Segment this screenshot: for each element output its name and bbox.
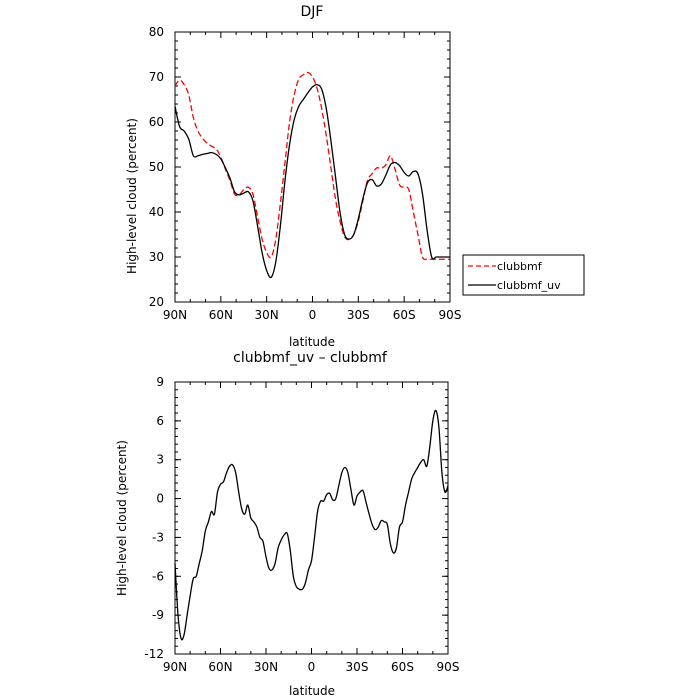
top-x-tick-label: 0 [309, 308, 317, 322]
top-y-tick-label: 30 [149, 250, 164, 264]
top-y-tick-label: 40 [149, 205, 164, 219]
top-x-ticks: 90N 60N 30N 0 30S 60S 90S [163, 32, 462, 322]
bottom-panel: clubbmf_uv – clubbmf 90N 60N 30N 0 30S 60S 90S… [115, 350, 459, 698]
legend: clubbmf clubbmf_uv [462, 254, 585, 296]
bottom-series-lines [174, 409, 449, 641]
top-series-line-clubbmf [174, 71, 450, 261]
bottom-x-tick-label: 0 [308, 660, 316, 674]
legend-label-clubbmf: clubbmf [497, 260, 543, 273]
top-plot-frame [174, 31, 451, 303]
top-y-tick-label: 20 [149, 295, 164, 309]
bottom-y-tick-label: 9 [156, 375, 164, 389]
top-y-tick-label: 50 [149, 160, 164, 174]
bottom-y-tick-label: 3 [156, 453, 164, 467]
bottom-y-tick-label: -6 [152, 569, 164, 583]
top-panel: DJF 90N 60N 30N 0 30S 60S 90S 20 30 40 50 60 70 80 l… [125, 4, 585, 349]
bottom-x-tick-label: 60N [208, 660, 232, 674]
bottom-x-tick-label: 90N [163, 660, 187, 674]
top-x-tick-label: 90S [439, 308, 462, 322]
bottom-x-tick-label: 90S [437, 660, 460, 674]
bottom-chart-title: clubbmf_uv – clubbmf [233, 350, 388, 366]
top-series-lines [174, 71, 450, 279]
bottom-plot-frame [174, 381, 449, 655]
bottom-y-tick-label: -9 [152, 608, 164, 622]
bottom-y-axis-label: High-level cloud (percent) [115, 440, 129, 596]
bottom-y-tick-label: -3 [152, 530, 164, 544]
bottom-x-tick-label: 30S [346, 660, 369, 674]
top-chart-title: DJF [301, 4, 324, 20]
bottom-x-tick-label: 60S [391, 660, 414, 674]
bottom-series-line-difference [174, 409, 449, 641]
top-y-tick-label: 60 [149, 115, 164, 129]
bottom-y-tick-label: 0 [156, 492, 164, 506]
top-x-tick-label: 90N [163, 308, 187, 322]
top-y-axis-label: High-level cloud (percent) [125, 118, 139, 274]
top-x-tick-label: 60S [393, 308, 416, 322]
top-y-tick-label: 80 [149, 25, 164, 39]
bottom-x-ticks: 90N 60N 30N 0 30S 60S 90S [163, 382, 460, 674]
bottom-y-tick-label: -12 [144, 647, 164, 661]
top-y-tick-label: 70 [149, 70, 164, 84]
legend-box [462, 254, 585, 296]
top-series-line-clubbmf-uv [174, 83, 450, 279]
bottom-x-axis-label: latitude [289, 684, 335, 698]
top-x-tick-label: 30N [255, 308, 279, 322]
bottom-y-tick-label: 6 [156, 414, 164, 428]
top-x-tick-label: 30S [347, 308, 370, 322]
top-x-axis-label: latitude [289, 335, 335, 349]
top-y-ticks: 20 30 40 50 60 70 80 [149, 25, 450, 309]
top-x-tick-label: 60N [209, 308, 233, 322]
legend-label-clubbmf-uv: clubbmf_uv [497, 279, 561, 292]
bottom-x-tick-label: 30N [254, 660, 278, 674]
bottom-y-ticks: -12 -9 -6 -3 0 3 6 9 [144, 375, 448, 661]
